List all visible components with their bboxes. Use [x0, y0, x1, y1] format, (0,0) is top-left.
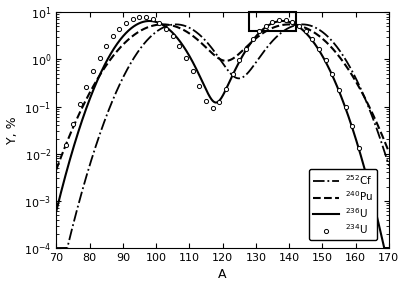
Line: $^{234}$U: $^{234}$U: [64, 15, 368, 173]
$^{234}$U: [277, 18, 281, 22]
$^{234}$U: [210, 107, 215, 110]
$^{240}$Pu: [71, 125, 76, 129]
X-axis label: A: A: [218, 268, 227, 282]
$^{234}$U: [290, 20, 295, 23]
$^{234}$U: [177, 44, 182, 48]
$^{252}$Cf: [215, 55, 220, 58]
$^{234}$U: [90, 69, 95, 73]
$^{234}$U: [77, 102, 82, 106]
$^{240}$Pu: [215, 56, 220, 60]
$^{252}$Cf: [386, 164, 391, 167]
$^{234}$U: [237, 59, 242, 62]
$^{236}$U: [207, 94, 212, 98]
$^{236}$U: [382, 246, 387, 250]
$^{234}$U: [317, 47, 322, 51]
Line: $^{252}$Cf: $^{252}$Cf: [56, 24, 389, 248]
$^{252}$Cf: [377, 135, 382, 138]
Line: $^{240}$Pu: $^{240}$Pu: [56, 24, 389, 170]
$^{236}$U: [216, 100, 221, 103]
$^{234}$U: [323, 59, 328, 62]
$^{234}$U: [117, 27, 122, 30]
$^{234}$U: [204, 99, 209, 102]
$^{234}$U: [157, 21, 162, 24]
$^{234}$U: [97, 56, 102, 59]
$^{234}$U: [356, 146, 361, 150]
$^{234}$U: [243, 47, 248, 51]
$^{236}$U: [377, 225, 382, 229]
$^{234}$U: [164, 27, 168, 30]
$^{236}$U: [377, 224, 382, 228]
$^{252}$Cf: [207, 43, 212, 46]
$^{234}$U: [263, 24, 268, 27]
$^{234}$U: [270, 20, 275, 23]
$^{236}$U: [147, 19, 152, 23]
$^{234}$U: [303, 30, 308, 33]
Bar: [249, 12, 296, 31]
$^{234}$U: [343, 105, 348, 109]
$^{234}$U: [190, 69, 195, 73]
$^{234}$U: [137, 15, 142, 19]
$^{252}$Cf: [377, 134, 382, 138]
$^{236}$U: [54, 209, 59, 213]
$^{240}$Pu: [207, 49, 212, 52]
$^{240}$Pu: [54, 168, 59, 171]
Y-axis label: Y, %: Y, %: [6, 116, 19, 144]
$^{236}$U: [71, 146, 76, 150]
$^{240}$Pu: [287, 23, 292, 26]
$^{234}$U: [150, 17, 155, 21]
$^{240}$Pu: [377, 127, 382, 131]
$^{234}$U: [296, 24, 301, 27]
$^{234}$U: [217, 101, 222, 104]
$^{234}$U: [250, 37, 255, 41]
$^{234}$U: [70, 122, 75, 125]
$^{234}$U: [64, 143, 69, 147]
$^{234}$U: [130, 17, 135, 21]
$^{240}$Pu: [377, 127, 382, 130]
$^{234}$U: [170, 35, 175, 38]
$^{234}$U: [330, 72, 335, 76]
$^{252}$Cf: [71, 222, 76, 226]
Legend: $^{252}$Cf, $^{240}$Pu, $^{236}$U, $^{234}$U: $^{252}$Cf, $^{240}$Pu, $^{236}$U, $^{23…: [309, 169, 377, 241]
$^{234}$U: [230, 72, 235, 75]
$^{234}$U: [197, 84, 202, 88]
$^{236}$U: [316, 47, 321, 51]
$^{234}$U: [144, 15, 149, 19]
$^{240}$Pu: [316, 34, 321, 37]
$^{234}$U: [363, 169, 368, 173]
$^{234}$U: [84, 85, 89, 88]
$^{236}$U: [386, 246, 391, 250]
$^{234}$U: [284, 18, 288, 22]
$^{234}$U: [183, 56, 188, 59]
$^{234}$U: [224, 87, 228, 90]
$^{234}$U: [111, 35, 115, 38]
$^{234}$U: [350, 125, 355, 128]
$^{234}$U: [310, 37, 315, 41]
$^{252}$Cf: [54, 246, 59, 250]
$^{252}$Cf: [316, 28, 321, 31]
$^{234}$U: [257, 30, 262, 33]
$^{240}$Pu: [386, 150, 391, 154]
$^{252}$Cf: [300, 23, 305, 26]
$^{234}$U: [124, 21, 128, 24]
$^{234}$U: [337, 88, 341, 91]
$^{234}$U: [104, 44, 109, 48]
Line: $^{236}$U: $^{236}$U: [56, 21, 389, 248]
